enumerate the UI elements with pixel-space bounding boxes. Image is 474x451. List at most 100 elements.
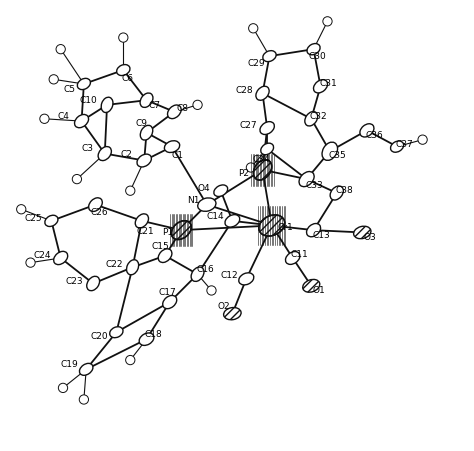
Text: C3: C3 — [81, 143, 93, 152]
Text: C10: C10 — [80, 96, 97, 105]
Ellipse shape — [140, 125, 153, 140]
Ellipse shape — [360, 124, 374, 137]
Ellipse shape — [307, 44, 320, 55]
Text: C9: C9 — [136, 119, 148, 128]
Text: C26: C26 — [91, 208, 108, 217]
Text: C35: C35 — [328, 152, 346, 161]
Circle shape — [17, 205, 26, 214]
Ellipse shape — [256, 86, 269, 100]
Text: C31: C31 — [319, 79, 337, 88]
Ellipse shape — [260, 122, 274, 134]
Text: C36: C36 — [365, 130, 383, 139]
Ellipse shape — [109, 327, 123, 338]
Circle shape — [49, 75, 58, 84]
Ellipse shape — [137, 154, 151, 167]
Ellipse shape — [101, 97, 113, 112]
Text: C12: C12 — [221, 271, 238, 280]
Text: C14: C14 — [207, 212, 225, 221]
Text: C27: C27 — [240, 121, 257, 130]
Text: C16: C16 — [196, 265, 214, 274]
Circle shape — [56, 45, 65, 54]
Ellipse shape — [117, 64, 130, 75]
Ellipse shape — [313, 80, 328, 93]
Text: C29: C29 — [248, 59, 265, 68]
Ellipse shape — [263, 51, 276, 62]
Text: O3: O3 — [364, 233, 376, 242]
Circle shape — [126, 355, 135, 365]
Text: P2: P2 — [238, 169, 249, 178]
Ellipse shape — [305, 111, 318, 126]
Circle shape — [323, 17, 332, 26]
Text: N1: N1 — [188, 196, 200, 205]
Text: C6: C6 — [121, 74, 133, 83]
Circle shape — [26, 258, 35, 267]
Ellipse shape — [391, 141, 404, 152]
Text: C13: C13 — [312, 231, 330, 240]
Ellipse shape — [172, 221, 191, 239]
Ellipse shape — [163, 295, 177, 308]
Ellipse shape — [224, 308, 241, 320]
Ellipse shape — [87, 276, 100, 291]
Text: C18: C18 — [144, 330, 162, 339]
Ellipse shape — [191, 267, 204, 281]
Ellipse shape — [139, 333, 154, 345]
Text: O2: O2 — [218, 302, 230, 311]
Text: C25: C25 — [24, 214, 42, 223]
Text: Cr1: Cr1 — [278, 223, 293, 232]
Ellipse shape — [214, 185, 228, 197]
Ellipse shape — [135, 214, 148, 228]
Text: C37: C37 — [396, 140, 413, 149]
Circle shape — [207, 286, 216, 295]
Text: P1: P1 — [162, 228, 173, 237]
Text: C21: C21 — [137, 226, 155, 235]
Circle shape — [58, 383, 68, 392]
Ellipse shape — [330, 186, 343, 200]
Text: C33: C33 — [305, 181, 323, 190]
Text: C2: C2 — [120, 151, 133, 160]
Text: C15: C15 — [152, 242, 169, 251]
Ellipse shape — [54, 251, 68, 265]
Circle shape — [126, 186, 135, 195]
Circle shape — [118, 33, 128, 42]
Ellipse shape — [80, 364, 93, 375]
Text: C23: C23 — [66, 276, 83, 285]
Text: C4: C4 — [58, 112, 70, 121]
Ellipse shape — [167, 105, 181, 119]
Ellipse shape — [259, 215, 285, 236]
Circle shape — [193, 100, 202, 110]
Circle shape — [418, 135, 427, 144]
Circle shape — [79, 395, 89, 404]
Text: C28: C28 — [235, 87, 253, 96]
Text: O4: O4 — [198, 184, 210, 193]
Text: C20: C20 — [91, 332, 109, 341]
Ellipse shape — [158, 249, 172, 262]
Circle shape — [246, 163, 255, 172]
Circle shape — [72, 175, 82, 184]
Ellipse shape — [74, 115, 89, 128]
Ellipse shape — [77, 78, 91, 90]
Circle shape — [40, 114, 49, 124]
Ellipse shape — [254, 160, 272, 180]
Text: C32: C32 — [310, 112, 328, 121]
Ellipse shape — [198, 198, 216, 212]
Text: C34: C34 — [253, 155, 270, 164]
Ellipse shape — [127, 260, 139, 275]
Ellipse shape — [98, 147, 111, 161]
Text: C30: C30 — [309, 52, 326, 61]
Text: C17: C17 — [158, 288, 176, 297]
Ellipse shape — [307, 224, 320, 237]
Text: C38: C38 — [335, 186, 353, 195]
Ellipse shape — [259, 215, 285, 236]
Text: C7: C7 — [149, 101, 161, 110]
Text: C8: C8 — [177, 104, 189, 113]
Ellipse shape — [285, 252, 300, 264]
Ellipse shape — [354, 226, 371, 239]
Ellipse shape — [261, 143, 273, 155]
Ellipse shape — [303, 280, 320, 292]
Circle shape — [248, 23, 258, 33]
Ellipse shape — [254, 160, 272, 180]
Ellipse shape — [299, 171, 314, 187]
Text: O1: O1 — [312, 286, 325, 295]
Ellipse shape — [322, 142, 337, 161]
Ellipse shape — [172, 221, 191, 239]
